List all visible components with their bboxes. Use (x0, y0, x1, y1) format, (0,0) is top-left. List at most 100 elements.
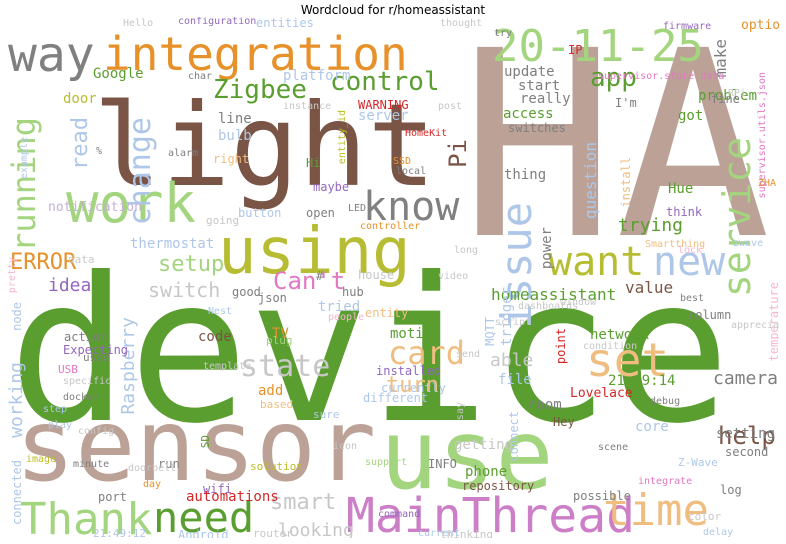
word-column: column (688, 308, 732, 322)
word-second: second (725, 445, 769, 459)
word-network: network (590, 327, 650, 343)
word-know: know (363, 184, 460, 230)
word-good: good (232, 285, 261, 299)
word-wifi: wifi (203, 482, 232, 496)
word-command: command (378, 509, 421, 520)
word-bulb: bulb (218, 128, 252, 144)
word-add: add (258, 383, 284, 399)
word-thing: thing (504, 167, 547, 183)
word-example: example (19, 137, 30, 180)
word-try: try (494, 28, 513, 39)
word-think: think (666, 205, 703, 219)
word-set: set (586, 333, 670, 387)
word-data: data (68, 253, 95, 266)
word-best: best (680, 293, 705, 304)
word-hub: hub (342, 285, 364, 299)
word-really: really (520, 91, 571, 107)
word-instance: instance (283, 101, 332, 112)
word-code: code (198, 329, 232, 345)
word-rpi: RPi (728, 88, 747, 99)
word-start: start (518, 78, 561, 94)
word-going: going (206, 214, 240, 227)
word-hello: Hello (123, 18, 154, 29)
word-raspberry: Raspberry (118, 317, 139, 415)
word-update: update (504, 64, 555, 80)
word-hue: Hue (668, 181, 694, 197)
word-21-49-12: 21:49:12 (93, 527, 146, 538)
word-automations: automations (186, 489, 279, 505)
word-log: log (720, 483, 742, 497)
word-scene: scene (598, 442, 629, 453)
word-different: different (363, 391, 429, 405)
word-button: button (238, 206, 282, 220)
chart-title: Wordcloud for r/homeassistant (300, 3, 486, 17)
word-specific: specific (63, 376, 112, 387)
word-option: option (741, 18, 779, 33)
word-sym-190: # (316, 269, 324, 283)
word-idea: idea (48, 275, 92, 296)
word-thank: Thank (20, 494, 153, 539)
word-core: core (635, 419, 669, 435)
word-21-49-14: 21:49:14 (608, 373, 676, 389)
word-config: config (78, 426, 115, 437)
word-thinking: thinking (440, 528, 493, 538)
word-condition: condition (583, 341, 638, 352)
word-entities: entities (256, 17, 314, 30)
word-thought: thought (440, 18, 483, 29)
word-i-m: I'm (615, 96, 637, 110)
word-long: long (454, 245, 479, 256)
word-play: play (48, 420, 73, 431)
word-hey: Hey (553, 415, 575, 429)
word-entity-id: entity_id (337, 110, 348, 165)
word-possible: possible (573, 489, 631, 503)
word-lovelace: Lovelace (570, 386, 633, 401)
word-service: service (715, 137, 759, 298)
word-trying: trying (618, 215, 684, 236)
word-problem: problem (698, 88, 758, 104)
word-supervisor-store-data: supervisor.store.data (598, 71, 725, 82)
word-access: access (503, 106, 554, 122)
word-smartthing: Smartthing (645, 239, 706, 250)
word-plug: plug (266, 334, 293, 347)
word-lock: lock (678, 245, 703, 256)
word-mainthread: MainThread (346, 488, 635, 538)
word-repository: repository (462, 479, 535, 493)
word-open: open (306, 206, 335, 220)
word-step: step (43, 404, 68, 415)
word-way: way (8, 27, 95, 83)
word-light: light (93, 79, 437, 212)
word-integration: integration (103, 27, 408, 81)
word-people: people (328, 312, 365, 323)
word-script: script (495, 317, 532, 328)
word-read: read (68, 117, 93, 170)
word-point: point (554, 328, 568, 365)
word-phone: phone (465, 464, 508, 480)
word-send: send (456, 349, 481, 360)
word-time: time (603, 485, 709, 536)
word-info: INFO (428, 457, 457, 471)
word-sym-189: % (96, 146, 103, 157)
word-device: device (8, 235, 731, 468)
word-sensor: sensor (15, 387, 377, 504)
word-setting: setting (716, 426, 776, 442)
word-usb: USB (58, 363, 78, 376)
wordcloud: device HA light sensor use integration using wo… (8, 17, 779, 538)
word-run: run (158, 457, 180, 471)
word-json: json (258, 291, 287, 305)
word-help: help (718, 422, 776, 450)
word-smart: smart (270, 490, 337, 515)
word-ha: HA (460, 17, 771, 296)
word-zigbee: Zigbee (213, 75, 307, 105)
word-want: want (548, 239, 645, 285)
word-ssd: SSD (393, 156, 412, 167)
word-sure: sure (313, 408, 340, 421)
word-can-t: Can't (273, 267, 346, 295)
word-homeassistant: homeassistant (491, 285, 617, 304)
word-configuration: configuration (178, 17, 257, 27)
word-got: got (678, 108, 704, 124)
word-platform: platform (283, 68, 351, 84)
word-google: Google (93, 66, 144, 82)
word-able: able (490, 350, 534, 371)
word-nest: Nest (208, 306, 233, 317)
word-video: video (438, 271, 469, 282)
